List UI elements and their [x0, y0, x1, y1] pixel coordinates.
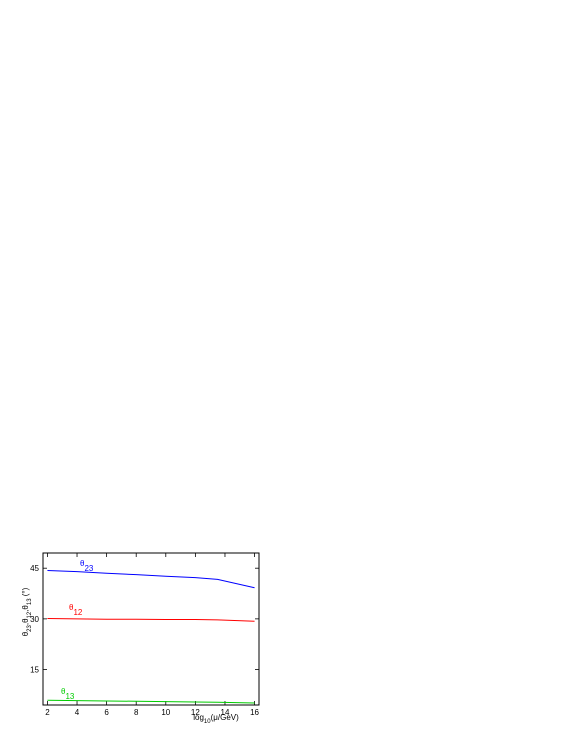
series-label-name: θ: [61, 687, 66, 696]
series-line: [47, 699, 255, 704]
series-label: θ13: [61, 687, 75, 701]
x-tick-label: 14: [221, 708, 230, 717]
x-tick-label: 4: [75, 708, 80, 717]
y-tick-label: 45: [30, 564, 39, 573]
y-tick-label: 15: [30, 666, 39, 675]
series-label-sub: 23: [84, 564, 93, 573]
x-tick-label: 16: [250, 708, 259, 717]
x-axis-label: log10(μ/GeV): [193, 713, 239, 725]
x-tick-label: 2: [45, 708, 50, 717]
x-tick-label: 12: [191, 708, 200, 717]
series-label: θ12: [69, 603, 83, 617]
x-axis-label-part: (μ/GeV): [211, 713, 240, 722]
series-label-name: θ: [69, 603, 74, 612]
y-axis-label: θ23,θ12,θ13 (°): [21, 587, 33, 636]
y-tick-label: 30: [30, 615, 39, 624]
x-tick-label: 6: [104, 708, 109, 717]
y-axis-label-part: ,θ: [21, 618, 30, 625]
series-line: [47, 570, 255, 589]
y-axis-label-part: θ: [21, 631, 30, 636]
y-axis-label-part: 12: [27, 611, 33, 618]
series-label-sub: 12: [73, 608, 82, 617]
series-label-sub: 13: [65, 692, 74, 701]
plot-frame: [42, 552, 260, 706]
y-axis-label-part: 23: [27, 625, 33, 632]
y-axis-label-part: 13: [27, 598, 33, 605]
x-tick-label: 10: [161, 708, 170, 717]
y-axis-label-part: (°): [21, 587, 30, 598]
y-axis-label-part: ,θ: [21, 605, 30, 612]
x-tick-label: 8: [134, 708, 139, 717]
series-label: θ23: [80, 559, 94, 573]
series-label-name: θ: [80, 559, 85, 568]
x-axis-label-part: log: [193, 713, 204, 722]
series-line: [47, 618, 255, 622]
x-axis-label-part: 10: [204, 719, 211, 725]
